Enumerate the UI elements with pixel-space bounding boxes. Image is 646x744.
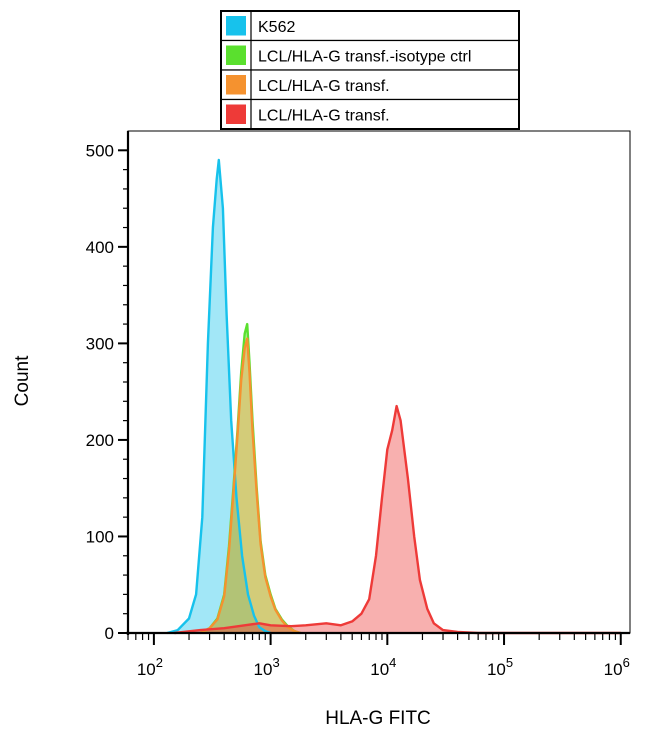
series-line-3 — [174, 404, 621, 635]
axes: 0 100 200 300 400 500 102 103 104 105 106 — [86, 130, 631, 679]
x-tick-label: 103 — [254, 655, 280, 679]
legend-label: LCL/HLA-G transf.-isotype ctrl — [258, 49, 471, 66]
y-tick-label: 0 — [105, 624, 114, 643]
legend-row-box — [220, 69, 520, 101]
x-tick-label: 106 — [604, 655, 630, 679]
y-tick-label: 400 — [86, 238, 114, 257]
legend-row-box — [220, 10, 520, 42]
legend-swatch — [226, 104, 246, 124]
series-area-0 — [167, 160, 271, 633]
series-area-2 — [200, 338, 301, 633]
x-axis-label: HLA-G FITC — [325, 708, 431, 729]
legend: K562 LCL/HLA-G transf.-isotype ctrl LCL/HL… — [220, 10, 520, 130]
x-tick-label: 102 — [137, 655, 163, 679]
y-tick-label: 100 — [86, 527, 114, 546]
series-lines — [166, 158, 621, 635]
series-area-3 — [174, 406, 621, 633]
y-tick-label: 500 — [86, 141, 114, 160]
x-tick-label: 104 — [370, 655, 396, 679]
legend-swatch — [226, 16, 246, 36]
y-tick-label: 300 — [86, 334, 114, 353]
legend-frame — [220, 10, 520, 130]
y-axis-label: Count — [12, 355, 33, 406]
y-tick-label: 200 — [86, 431, 114, 450]
legend-swatch — [226, 45, 246, 65]
x-tick-label: 105 — [487, 655, 513, 679]
series-line-2 — [199, 337, 301, 635]
series-fills — [167, 160, 621, 633]
series-line-0 — [166, 158, 272, 635]
legend-label: LCL/HLA-G transf. — [258, 108, 390, 125]
legend-label: K562 — [258, 19, 295, 36]
legend-label: LCL/HLA-G transf. — [258, 78, 390, 95]
series-area-1 — [200, 324, 301, 633]
legend-swatch — [226, 75, 246, 95]
